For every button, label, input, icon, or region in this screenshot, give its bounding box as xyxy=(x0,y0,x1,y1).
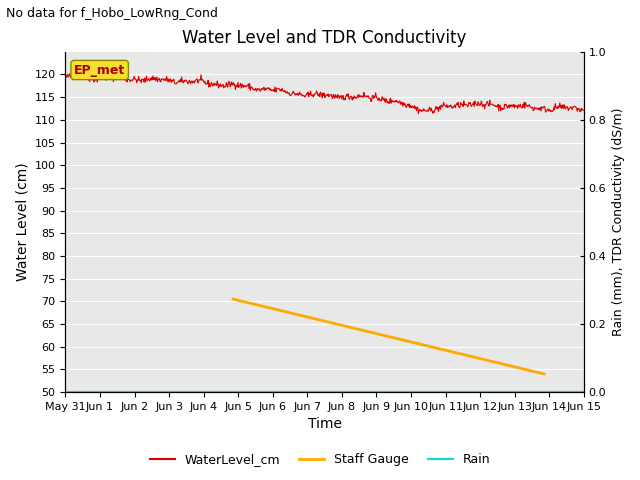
Y-axis label: Rain (mm), TDR Conductivity (dS/m): Rain (mm), TDR Conductivity (dS/m) xyxy=(612,108,625,336)
Title: Water Level and TDR Conductivity: Water Level and TDR Conductivity xyxy=(182,29,467,48)
X-axis label: Time: Time xyxy=(308,418,342,432)
Y-axis label: Water Level (cm): Water Level (cm) xyxy=(15,163,29,281)
Text: EP_met: EP_met xyxy=(74,63,125,76)
Legend: WaterLevel_cm, Staff Gauge, Rain: WaterLevel_cm, Staff Gauge, Rain xyxy=(145,448,495,471)
Text: No data for f_Hobo_LowRng_Cond: No data for f_Hobo_LowRng_Cond xyxy=(6,7,218,20)
